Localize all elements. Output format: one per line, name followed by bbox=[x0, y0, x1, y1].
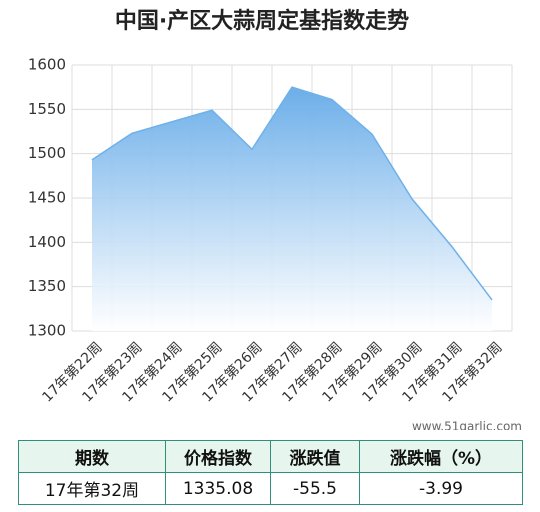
area-line bbox=[91, 86, 493, 301]
y-tick-label: 1600 bbox=[28, 56, 66, 74]
y-tick-label: 1500 bbox=[28, 144, 66, 162]
cell: 17年第32周 bbox=[18, 472, 166, 505]
watermark: www.51garlic.com bbox=[412, 420, 522, 431]
header-cell: 期数 bbox=[18, 440, 166, 473]
area-fill bbox=[92, 87, 492, 332]
header-cell: 价格指数 bbox=[165, 440, 271, 473]
y-tick-label: 1300 bbox=[28, 322, 66, 340]
chart-title: 中国·产区大蒜周定基指数走势 bbox=[115, 8, 409, 34]
cell: -3.99 bbox=[359, 472, 523, 505]
cell: -55.5 bbox=[270, 472, 360, 505]
header-cell: 涨跌值 bbox=[270, 440, 360, 473]
data-row: 17年第32周 1335.08 -55.5 -3.99 bbox=[18, 472, 523, 505]
cell: 1335.08 bbox=[165, 472, 271, 505]
y-tick-label: 1350 bbox=[28, 277, 66, 295]
summary-table: 期数 价格指数 涨跌值 涨跌幅（%） 17年第32周 1335.08 -55.5… bbox=[18, 440, 523, 505]
y-tick-label: 1450 bbox=[28, 189, 66, 207]
header-row: 期数 价格指数 涨跌值 涨跌幅（%） bbox=[18, 440, 523, 473]
chart: 中国·产区大蒜周定基指数走势 www.51garlic.com 1300 1350… bbox=[28, 8, 522, 431]
y-tick-label: 1550 bbox=[28, 100, 66, 118]
header-cell: 涨跌幅（%） bbox=[359, 440, 523, 473]
y-tick-label: 1400 bbox=[28, 233, 66, 251]
